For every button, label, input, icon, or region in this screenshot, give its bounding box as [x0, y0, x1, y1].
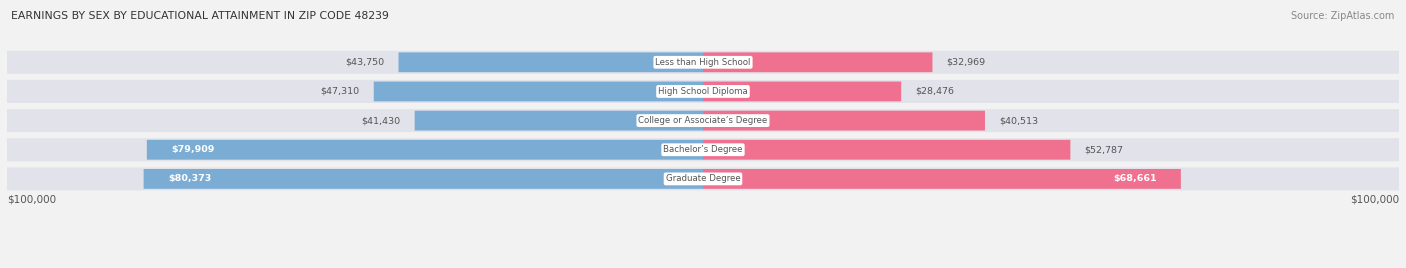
Text: $52,787: $52,787 [1084, 145, 1123, 154]
FancyBboxPatch shape [703, 169, 1181, 189]
FancyBboxPatch shape [143, 169, 703, 189]
Text: Bachelor’s Degree: Bachelor’s Degree [664, 145, 742, 154]
Text: High School Diploma: High School Diploma [658, 87, 748, 96]
Text: $79,909: $79,909 [172, 145, 215, 154]
FancyBboxPatch shape [703, 140, 1070, 160]
Text: $100,000: $100,000 [7, 195, 56, 205]
FancyBboxPatch shape [415, 111, 703, 131]
FancyBboxPatch shape [7, 138, 1399, 161]
FancyBboxPatch shape [7, 168, 1399, 191]
Text: $47,310: $47,310 [321, 87, 360, 96]
Text: $80,373: $80,373 [167, 174, 211, 183]
FancyBboxPatch shape [7, 51, 1399, 74]
Text: EARNINGS BY SEX BY EDUCATIONAL ATTAINMENT IN ZIP CODE 48239: EARNINGS BY SEX BY EDUCATIONAL ATTAINMEN… [11, 11, 389, 21]
Text: $28,476: $28,476 [915, 87, 955, 96]
FancyBboxPatch shape [703, 81, 901, 101]
FancyBboxPatch shape [146, 140, 703, 160]
Text: Graduate Degree: Graduate Degree [665, 174, 741, 183]
FancyBboxPatch shape [7, 80, 1399, 103]
Text: $40,513: $40,513 [998, 116, 1038, 125]
Text: $68,661: $68,661 [1114, 174, 1157, 183]
Legend: Male, Female: Male, Female [648, 267, 758, 268]
Text: $43,750: $43,750 [346, 58, 385, 67]
Text: Source: ZipAtlas.com: Source: ZipAtlas.com [1291, 11, 1395, 21]
FancyBboxPatch shape [374, 81, 703, 101]
Text: $32,969: $32,969 [946, 58, 986, 67]
Text: Less than High School: Less than High School [655, 58, 751, 67]
FancyBboxPatch shape [398, 52, 703, 72]
FancyBboxPatch shape [7, 109, 1399, 132]
Text: $41,430: $41,430 [361, 116, 401, 125]
Text: $100,000: $100,000 [1350, 195, 1399, 205]
FancyBboxPatch shape [703, 111, 986, 131]
Text: College or Associate’s Degree: College or Associate’s Degree [638, 116, 768, 125]
FancyBboxPatch shape [703, 52, 932, 72]
